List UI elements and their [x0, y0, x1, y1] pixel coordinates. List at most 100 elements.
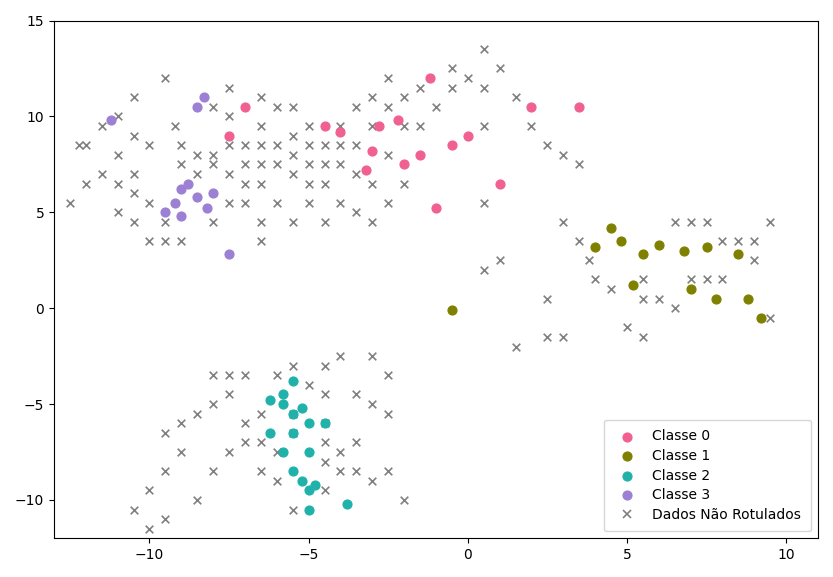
Point [748, 237, 761, 246]
Point [668, 218, 681, 227]
Point [127, 131, 140, 140]
Point [254, 92, 267, 102]
Classe 1 [626, 280, 640, 290]
Point [556, 218, 570, 227]
Classe 2 [286, 409, 299, 418]
Point [350, 390, 363, 399]
Point [191, 150, 204, 159]
Point [382, 409, 395, 418]
Point [684, 275, 697, 284]
Point [413, 83, 426, 92]
Point [222, 390, 236, 399]
Point [366, 218, 379, 227]
Point [286, 361, 299, 370]
Point [79, 141, 92, 150]
Point [238, 141, 252, 150]
Point [159, 515, 172, 524]
Classe 0 [446, 141, 459, 150]
Point [111, 208, 124, 217]
Point [302, 141, 316, 150]
Classe 3 [175, 185, 188, 194]
Point [382, 150, 395, 159]
Point [270, 476, 283, 485]
Point [142, 237, 156, 246]
Classe 0 [429, 204, 442, 213]
Point [142, 486, 156, 495]
Point [254, 438, 267, 447]
Classe 0 [525, 102, 538, 111]
Classe 0 [366, 147, 379, 156]
Point [350, 467, 363, 476]
Point [477, 198, 491, 207]
Classe 1 [684, 284, 697, 294]
Point [413, 121, 426, 130]
Classe 2 [264, 428, 277, 437]
Point [95, 169, 108, 178]
Point [318, 160, 332, 169]
Classe 1 [741, 294, 755, 303]
Point [366, 92, 379, 102]
Point [572, 237, 586, 246]
Point [334, 198, 347, 207]
Point [350, 102, 363, 111]
Point [63, 198, 77, 207]
Point [302, 160, 316, 169]
Point [350, 208, 363, 217]
Legend: Classe 0, Classe 1, Classe 2, Classe 3, Dados Não Rotulados: Classe 0, Classe 1, Classe 2, Classe 3, … [604, 419, 811, 531]
Point [350, 169, 363, 178]
Classe 3 [200, 204, 213, 213]
Point [222, 83, 236, 92]
Point [334, 160, 347, 169]
Classe 2 [308, 480, 322, 489]
Point [652, 294, 666, 303]
Point [716, 275, 729, 284]
Classe 1 [446, 305, 459, 314]
Classe 0 [318, 121, 332, 130]
Classe 0 [238, 102, 252, 111]
Point [222, 169, 236, 178]
Classe 1 [605, 223, 618, 232]
Classe 1 [731, 250, 745, 259]
Classe 2 [296, 403, 309, 413]
Point [700, 275, 713, 284]
Point [318, 457, 332, 466]
Point [461, 73, 475, 83]
Point [254, 409, 267, 418]
Point [270, 141, 283, 150]
Point [72, 141, 86, 150]
Classe 2 [340, 499, 353, 508]
Point [79, 179, 92, 188]
Classe 2 [302, 447, 316, 456]
Point [366, 476, 379, 485]
Point [621, 323, 634, 332]
Point [477, 265, 491, 275]
Point [382, 73, 395, 83]
Point [207, 467, 220, 476]
Point [238, 438, 252, 447]
Point [556, 150, 570, 159]
Point [286, 505, 299, 514]
Point [175, 160, 188, 169]
Point [127, 218, 140, 227]
Point [748, 256, 761, 265]
Point [334, 447, 347, 456]
Point [477, 121, 491, 130]
Point [684, 218, 697, 227]
Point [716, 237, 729, 246]
Classe 1 [754, 313, 767, 323]
Classe 0 [392, 115, 405, 125]
Point [175, 237, 188, 246]
Point [222, 141, 236, 150]
Point [207, 370, 220, 380]
Point [238, 198, 252, 207]
Point [159, 218, 172, 227]
Point [254, 141, 267, 150]
Classe 2 [286, 467, 299, 476]
Point [446, 64, 459, 73]
Point [350, 141, 363, 150]
Point [207, 399, 220, 409]
Point [397, 179, 411, 188]
Classe 0 [397, 160, 411, 169]
Classe 2 [286, 428, 299, 437]
Classe 2 [302, 486, 316, 495]
